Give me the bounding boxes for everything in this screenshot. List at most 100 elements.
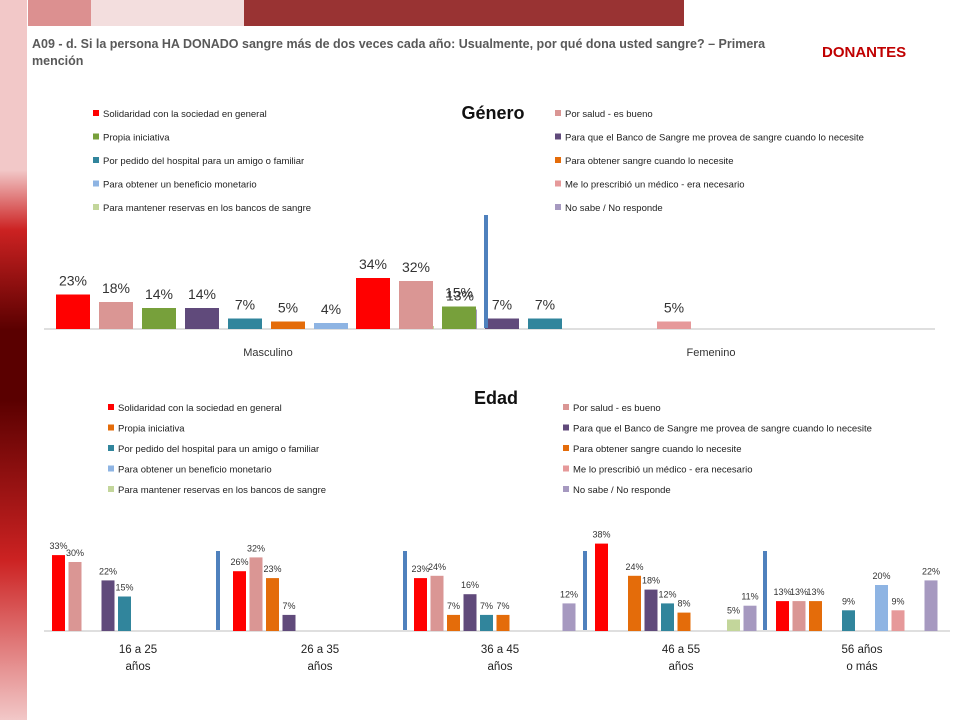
bar bbox=[314, 323, 348, 329]
category-label-line: años bbox=[669, 661, 694, 673]
data-label: 14% bbox=[145, 286, 173, 302]
data-label: 22% bbox=[922, 566, 940, 576]
bar bbox=[496, 614, 510, 631]
legend-item: No sabe / No responde bbox=[573, 485, 671, 496]
bar bbox=[875, 585, 888, 631]
category-label: Femenino bbox=[687, 347, 736, 359]
bar bbox=[842, 610, 855, 631]
bar bbox=[809, 601, 822, 631]
legend-item: Por pedido del hospital para un amigo o … bbox=[118, 444, 319, 455]
data-label: 13% bbox=[790, 587, 808, 597]
data-label: 5% bbox=[664, 300, 684, 316]
legend-item: Por salud - es bueno bbox=[573, 403, 661, 414]
category-label-line: años bbox=[126, 661, 151, 673]
bar bbox=[101, 580, 115, 631]
category-label: 26 a 35 años bbox=[301, 644, 339, 673]
data-label: 13% bbox=[806, 587, 824, 597]
legend-item: Para que el Banco de Sangre me provea de… bbox=[565, 133, 864, 144]
legend-item: Para obtener sangre cuando lo necesite bbox=[565, 156, 733, 167]
data-label: 32% bbox=[247, 543, 265, 553]
chart-title: Género bbox=[461, 103, 524, 123]
data-label: 15% bbox=[445, 285, 473, 301]
bar bbox=[661, 603, 674, 631]
legend-swatch bbox=[93, 204, 99, 210]
data-label: 7% bbox=[492, 297, 512, 313]
bar bbox=[677, 612, 691, 631]
bar bbox=[414, 578, 427, 631]
data-label: 22% bbox=[99, 566, 117, 576]
donantes-label: DONANTES bbox=[822, 44, 907, 61]
bar bbox=[356, 278, 390, 329]
legend-item: Para mantener reservas en los bancos de … bbox=[103, 203, 311, 214]
bar bbox=[185, 308, 219, 329]
category-label: 16 a 25 años bbox=[119, 644, 157, 673]
bar bbox=[485, 318, 519, 329]
legend-item: Para obtener un beneficio monetario bbox=[103, 180, 257, 191]
category-label-line: o más bbox=[846, 661, 878, 673]
bar bbox=[528, 318, 562, 329]
category-label-line: años bbox=[488, 661, 513, 673]
top-decorative-band bbox=[0, 0, 960, 26]
legend-item: Para obtener un beneficio monetario bbox=[118, 465, 272, 476]
legend-item: Me lo prescribió un médico - era necesar… bbox=[565, 180, 745, 191]
bar bbox=[430, 575, 444, 631]
data-label: 30% bbox=[66, 548, 84, 558]
bar bbox=[480, 614, 493, 631]
band-segment-light-red bbox=[28, 0, 91, 26]
bar bbox=[68, 562, 82, 631]
bar bbox=[595, 543, 608, 631]
bar bbox=[657, 321, 691, 329]
category-label: 36 a 45 años bbox=[481, 644, 519, 673]
data-label: 7% bbox=[235, 297, 255, 313]
chart-genero: Género Solidaridad con la sociedad en gen… bbox=[44, 103, 935, 359]
category-label: 46 a 55 años bbox=[662, 644, 700, 673]
category-label: 56 años o más bbox=[842, 644, 883, 673]
category-label: Masculino bbox=[243, 347, 293, 359]
band-segment-dark-red bbox=[244, 0, 684, 26]
legend-swatch bbox=[563, 424, 569, 431]
category-label-line: años bbox=[308, 661, 333, 673]
legend-item: Por pedido del hospital para un amigo o … bbox=[103, 156, 304, 167]
band-segment-pale bbox=[91, 0, 244, 26]
legend-item: Me lo prescribió un médico - era necesar… bbox=[573, 465, 753, 476]
data-label: 23% bbox=[263, 564, 281, 574]
bar bbox=[271, 321, 305, 329]
data-label: 12% bbox=[658, 589, 676, 599]
data-label: 33% bbox=[49, 541, 67, 551]
data-label: 7% bbox=[496, 601, 509, 611]
data-label: 24% bbox=[625, 562, 643, 572]
legend-item: Por salud - es bueno bbox=[565, 109, 653, 120]
data-label: 16% bbox=[461, 580, 479, 590]
bar bbox=[924, 580, 938, 631]
bar bbox=[142, 308, 176, 329]
data-label: 11% bbox=[741, 592, 758, 602]
legend-swatch bbox=[93, 133, 99, 140]
data-label: 34% bbox=[359, 256, 387, 272]
bar bbox=[743, 605, 757, 631]
legend-item: Solidaridad con la sociedad en general bbox=[118, 403, 282, 414]
legend-swatch bbox=[93, 110, 99, 116]
data-label: 23% bbox=[59, 273, 87, 289]
data-label: 5% bbox=[278, 300, 298, 316]
data-label: 24% bbox=[428, 562, 446, 572]
bar bbox=[399, 281, 433, 329]
legend-item: Propia iniciativa bbox=[118, 424, 185, 435]
bar bbox=[56, 294, 90, 329]
data-label: 26% bbox=[230, 557, 248, 567]
data-label: 32% bbox=[402, 259, 430, 275]
legend-item: Para mantener reservas en los bancos de … bbox=[118, 485, 326, 496]
legend-swatch bbox=[108, 404, 114, 410]
legend-swatch bbox=[555, 157, 561, 163]
bar bbox=[99, 302, 133, 329]
bar bbox=[118, 596, 131, 631]
data-label: 18% bbox=[642, 576, 660, 586]
legend-item: Para obtener sangre cuando lo necesite bbox=[573, 444, 741, 455]
legend-swatch bbox=[93, 157, 99, 163]
bar bbox=[282, 614, 296, 631]
data-label: 14% bbox=[188, 286, 216, 302]
category-label-line: 26 a 35 bbox=[301, 644, 339, 656]
bar bbox=[644, 589, 658, 631]
data-label: 20% bbox=[872, 571, 890, 581]
bar bbox=[442, 306, 476, 329]
